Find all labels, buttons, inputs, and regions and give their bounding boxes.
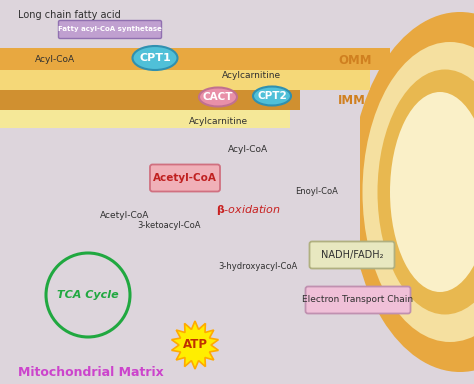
Text: $\bfβ$-oxidation: $\bfβ$-oxidation: [216, 203, 281, 217]
FancyBboxPatch shape: [0, 90, 300, 110]
Text: Acylcarnitine: Acylcarnitine: [222, 71, 281, 81]
FancyBboxPatch shape: [58, 20, 162, 38]
Text: Fatty acyl-CoA synthetase: Fatty acyl-CoA synthetase: [58, 26, 162, 33]
Text: Electron Transport Chain: Electron Transport Chain: [302, 296, 413, 305]
Text: Acyl-CoA: Acyl-CoA: [228, 146, 268, 154]
Text: NADH/FADH₂: NADH/FADH₂: [321, 250, 383, 260]
Text: IMM: IMM: [338, 93, 366, 106]
Text: Acylcarnitine: Acylcarnitine: [189, 118, 247, 126]
Text: CPT1: CPT1: [139, 53, 171, 63]
FancyBboxPatch shape: [306, 286, 410, 313]
Polygon shape: [172, 321, 219, 369]
Text: Mitochondrial Matrix: Mitochondrial Matrix: [18, 366, 164, 379]
FancyBboxPatch shape: [0, 70, 370, 90]
Text: CPT2: CPT2: [257, 91, 287, 101]
Ellipse shape: [363, 42, 474, 342]
Text: TCA Cycle: TCA Cycle: [57, 290, 119, 300]
Ellipse shape: [350, 12, 474, 372]
FancyBboxPatch shape: [0, 128, 360, 384]
Text: 3-hydroxyacyl-CoA: 3-hydroxyacyl-CoA: [219, 262, 298, 271]
Ellipse shape: [390, 92, 474, 292]
Ellipse shape: [253, 86, 291, 106]
FancyBboxPatch shape: [0, 110, 290, 128]
Text: 3-ketoacyl-CoA: 3-ketoacyl-CoA: [137, 220, 201, 230]
Ellipse shape: [133, 46, 177, 70]
Ellipse shape: [199, 88, 237, 106]
FancyBboxPatch shape: [310, 242, 394, 268]
Text: Enoyl-CoA: Enoyl-CoA: [295, 187, 338, 197]
Text: Acetyl-CoA: Acetyl-CoA: [100, 210, 149, 220]
FancyBboxPatch shape: [0, 0, 360, 384]
Text: OMM: OMM: [338, 53, 372, 66]
FancyBboxPatch shape: [150, 164, 220, 192]
Text: CACT: CACT: [203, 92, 233, 102]
Text: Acyl-CoA: Acyl-CoA: [35, 56, 75, 65]
Text: ATP: ATP: [182, 339, 208, 351]
Text: Acetyl-CoA: Acetyl-CoA: [153, 173, 217, 183]
FancyBboxPatch shape: [0, 48, 390, 70]
Text: Long chain fatty acid: Long chain fatty acid: [18, 10, 121, 20]
Ellipse shape: [377, 70, 474, 314]
